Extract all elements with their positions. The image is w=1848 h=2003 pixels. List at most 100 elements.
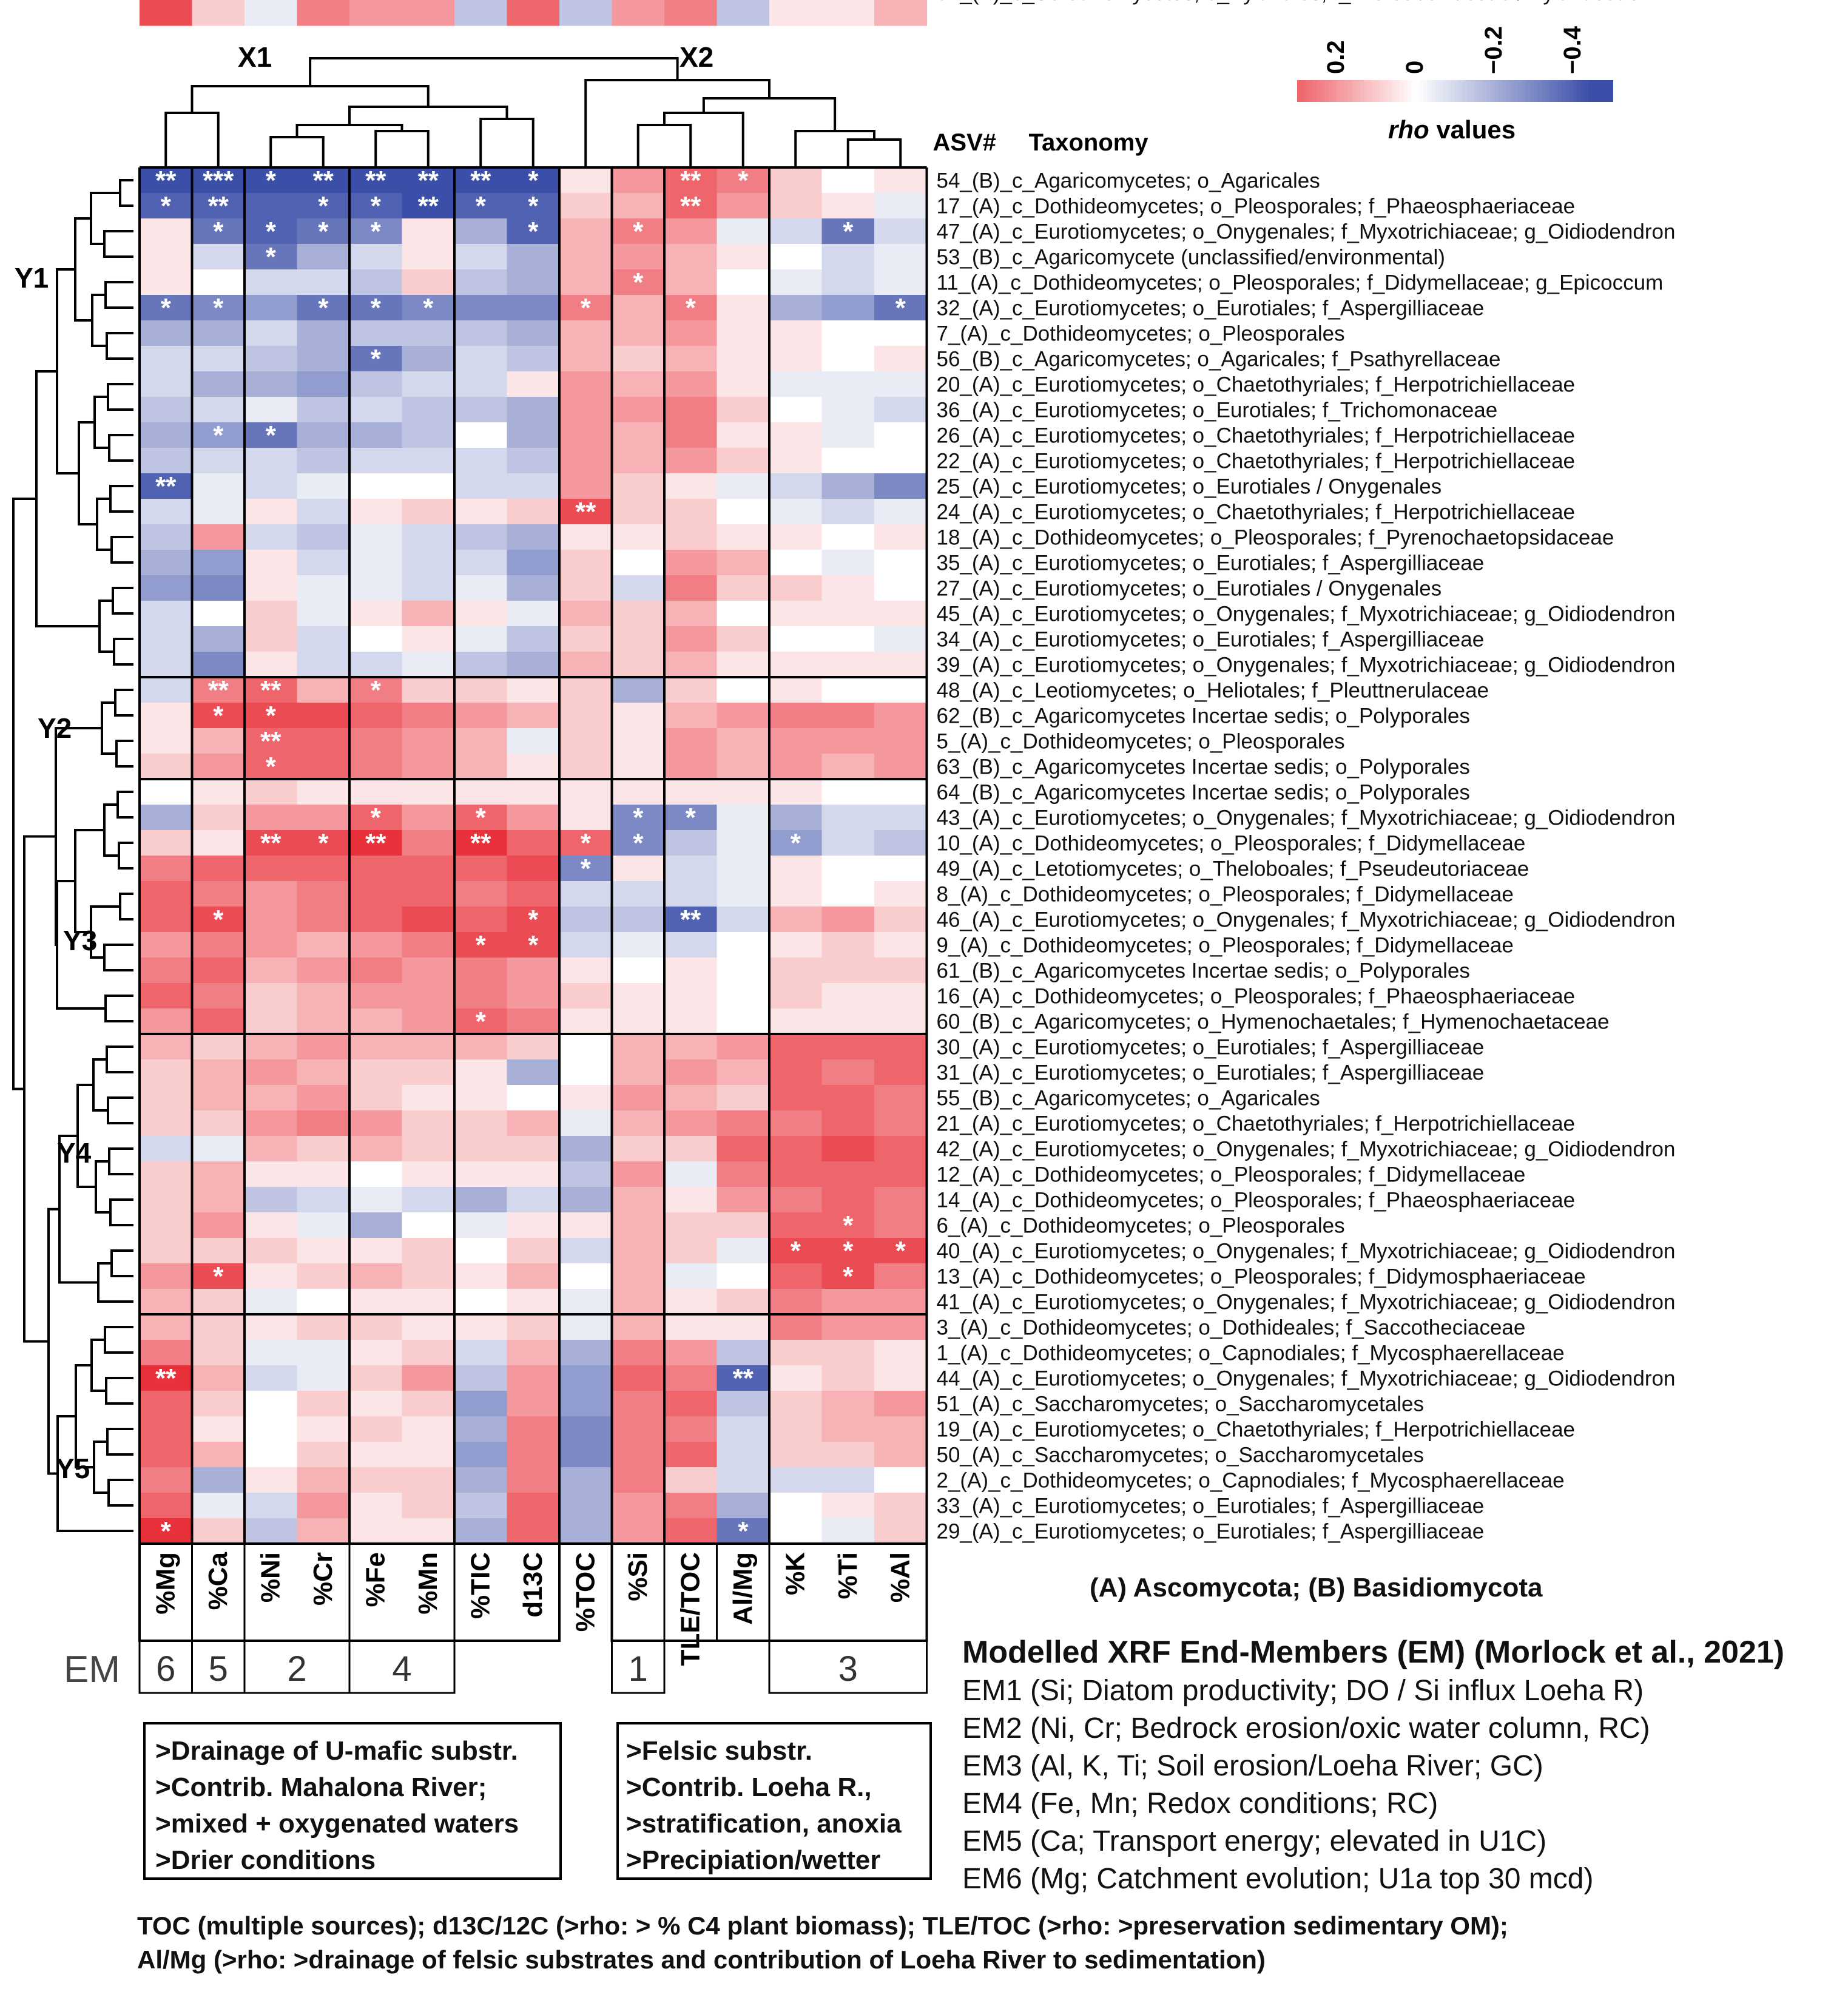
heatmap-cell <box>349 907 403 933</box>
heatmap-cell <box>559 320 613 346</box>
heatmap-cell <box>769 295 823 321</box>
heatmap-cell <box>874 1365 928 1391</box>
heatmap-cell <box>874 1467 928 1493</box>
heatmap-cell <box>244 626 298 652</box>
heatmap-cell <box>612 1467 665 1493</box>
heatmap-cell <box>349 269 403 296</box>
taxonomy-label: 20_(A)_c_Eurotiomycetes; o_Chaetothyrial… <box>937 373 1576 397</box>
heatmap-cell <box>349 958 403 984</box>
heatmap-cell <box>402 397 455 423</box>
column-cluster-label: X1 <box>238 41 272 73</box>
heatmap-cell <box>874 1059 928 1086</box>
heatmap-cell <box>244 1110 298 1137</box>
dendrogram-branch <box>846 138 902 167</box>
taxonomy-label: 16_(A)_c_Dothideomycetes; o_Pleosporales… <box>937 985 1576 1008</box>
taxonomy-label: 62_(B)_c_Agaricomycetes Incertae sedis; … <box>937 704 1470 728</box>
significance-star: *** <box>203 166 234 195</box>
heatmap-cell <box>769 601 823 627</box>
heatmap-cell <box>612 422 665 448</box>
heatmap-cell <box>664 1442 718 1468</box>
heatmap-cell <box>821 1187 875 1213</box>
heatmap-cell <box>664 1289 718 1315</box>
heatmap-cell <box>349 575 403 601</box>
significance-star: ** <box>208 675 229 705</box>
heatmap-cell <box>349 244 403 270</box>
heatmap-cell <box>402 881 455 907</box>
heatmap-cell <box>349 626 403 652</box>
significance-stars: ** *** * ** ** ** ** * ** ** ** * * ** * * *** * * * * * **** *… <box>155 166 906 1546</box>
significance-star: * <box>161 191 172 221</box>
significance-star: ** <box>680 166 701 195</box>
heatmap-cell <box>821 1518 875 1544</box>
heatmap-cell <box>717 1110 770 1137</box>
colorbar-segment <box>1332 80 1337 102</box>
heatmap-cell <box>402 1467 455 1493</box>
heatmap-cell <box>297 958 350 984</box>
heatmap-cell <box>821 958 875 984</box>
colorbar-title-rho: rho <box>1388 115 1429 144</box>
heatmap-cell <box>297 677 350 703</box>
heatmap-cell <box>244 601 298 627</box>
heatmap-cell <box>664 1034 718 1060</box>
heatmap-cell <box>559 1263 613 1289</box>
heatmap-cell <box>454 1263 508 1289</box>
heatmap-cell <box>244 983 298 1009</box>
heatmap-cell <box>297 1365 350 1391</box>
em-group-label: 1 <box>629 1649 648 1689</box>
heatmap-cell <box>454 652 508 678</box>
colorbar-segment <box>1550 80 1554 102</box>
heatmap-cell <box>507 881 560 907</box>
colorbar-segment <box>1506 80 1511 102</box>
heatmap-cell <box>140 1493 193 1519</box>
heatmap-cell <box>454 1416 508 1442</box>
taxonomy-label: 27_(A)_c_Eurotiomycetes; o_Eurotiales / … <box>937 577 1442 601</box>
heatmap-cell <box>874 193 928 219</box>
heatmap-cell <box>821 167 875 194</box>
colorbar-segment <box>1498 80 1503 102</box>
heatmap-cell <box>402 1416 455 1442</box>
heatmap-cell <box>192 805 245 831</box>
heatmap-cell <box>297 422 350 448</box>
significance-star: * <box>528 166 539 195</box>
heatmap-cell <box>612 1085 665 1111</box>
heatmap-cell <box>664 703 718 729</box>
colorbar-segment <box>1585 80 1590 102</box>
heatmap-cell <box>664 1212 718 1238</box>
heatmap-cell <box>140 907 193 933</box>
heatmap-cell <box>874 1161 928 1187</box>
heatmap-cell <box>402 167 455 194</box>
heatmap-cell <box>454 1085 508 1111</box>
column-cluster-label: X2 <box>680 41 713 73</box>
significance-star: ** <box>680 191 701 221</box>
colorbar-segment <box>1337 80 1341 102</box>
heatmap-cell <box>402 677 455 703</box>
heatmap-cell <box>612 193 665 219</box>
heatmap-cell <box>244 1059 298 1086</box>
heatmap-cell <box>717 728 770 754</box>
heatmap-cell <box>192 703 245 729</box>
dendrogram-branch <box>107 383 133 411</box>
significance-star: ** <box>260 828 282 858</box>
heatmap-cell <box>349 1340 403 1366</box>
heatmap-cell <box>192 1212 245 1238</box>
left-note: >Contrib. Mahalona River; <box>155 1772 487 1802</box>
heatmap-cell <box>664 907 718 933</box>
significance-star: * <box>213 293 224 323</box>
heatmap-cell <box>717 167 770 194</box>
heatmap-cell <box>349 1085 403 1111</box>
heatmap-cell <box>507 218 560 245</box>
heatmap-cell <box>402 1110 455 1137</box>
colorbar-segment <box>1597 80 1602 102</box>
heatmap-cell <box>821 1416 875 1442</box>
heatmap-cell <box>402 575 455 601</box>
column-label: %Si <box>623 1552 653 1601</box>
colorbar-segment <box>1388 80 1392 102</box>
colorbar-segment <box>1518 80 1523 102</box>
heatmap-cell <box>140 1161 193 1187</box>
column-label: %Mg <box>150 1552 180 1615</box>
em-item: EM3 (Al, K, Ti; Soil erosion/Loeha River… <box>962 1750 1543 1782</box>
heatmap-cell <box>874 754 928 780</box>
heatmap-cell <box>140 1314 193 1340</box>
heatmap-cell <box>140 218 193 245</box>
dendrogram-branch <box>794 130 875 167</box>
